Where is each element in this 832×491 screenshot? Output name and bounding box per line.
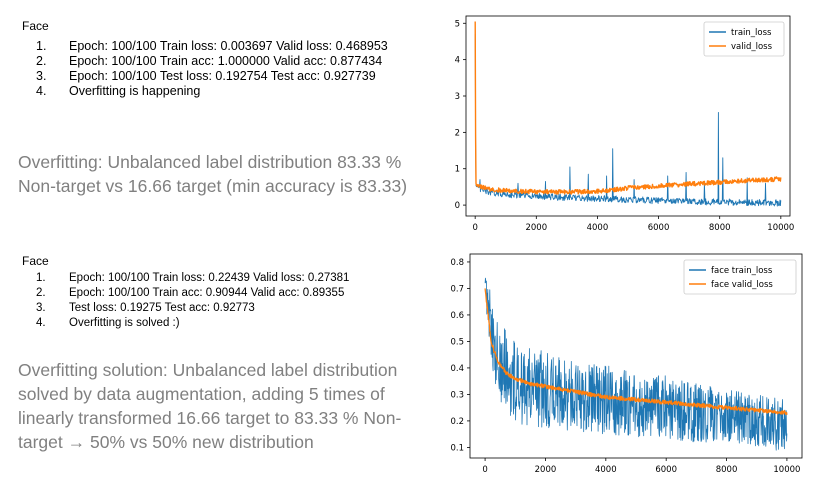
section1-heading: Face xyxy=(22,19,49,33)
section1-list: 1. Epoch: 100/100 Train loss: 0.003697 Va… xyxy=(22,39,422,99)
list-item-text: Epoch: 100/100 Train loss: 0.003697 Vali… xyxy=(69,39,388,53)
x-tick-label: 2000 xyxy=(535,465,557,475)
section1-note: Overfitting: Unbalanced label distributi… xyxy=(18,150,413,198)
legend-label: valid_loss xyxy=(731,42,773,52)
list-item-number: 4. xyxy=(36,84,46,99)
section2-heading: Face xyxy=(22,254,49,268)
legend-label: face train_loss xyxy=(711,266,773,276)
chart-bottom: 0 2000 4000 6000 8000 10000 0.1 0.2 0.3 0.4 0.5 0.6… xyxy=(440,250,810,486)
list-item-text: Test loss: 0.19275 Test acc: 0.92773 xyxy=(69,302,255,314)
list-item: 4. Overfitting is solved :) xyxy=(22,316,422,331)
x-tick-label: 6000 xyxy=(648,223,670,233)
x-tick-label: 8000 xyxy=(709,223,731,233)
list-item-text: Overfitting is solved :) xyxy=(69,317,180,329)
y-tick-label: 0.3 xyxy=(450,390,464,400)
y-tick-label: 0.7 xyxy=(450,284,464,294)
y-tick-label: 3 xyxy=(455,92,460,102)
legend-label: face valid_loss xyxy=(711,280,773,290)
y-tick-label: 0.5 xyxy=(450,337,464,347)
x-tick-label: 0 xyxy=(472,223,477,233)
list-item-number: 2. xyxy=(36,54,46,69)
x-tick-label: 4000 xyxy=(587,223,609,233)
x-tick-label: 6000 xyxy=(655,465,677,475)
list-item: 2. Epoch: 100/100 Train acc: 0.90944 Vali… xyxy=(22,286,422,301)
list-item-text: Overfitting is happening xyxy=(69,84,200,98)
list-item-number: 2. xyxy=(36,286,46,301)
section2-note: Overfitting solution: Unbalanced label d… xyxy=(18,358,423,454)
y-tick-label: 0.2 xyxy=(450,417,464,427)
chart-top: 0 2000 4000 6000 8000 10000 0 1 2 3 4 5 train_lossva… xyxy=(448,8,798,240)
x-tick-label: 10000 xyxy=(767,223,794,233)
list-item-number: 1. xyxy=(36,39,46,54)
y-tick-label: 5 xyxy=(455,19,460,29)
list-item: 1. Epoch: 100/100 Train loss: 0.003697 Va… xyxy=(22,39,422,54)
list-item-number: 4. xyxy=(36,316,46,331)
section2-list: 1. Epoch: 100/100 Train loss: 0.22439 Val… xyxy=(22,271,422,331)
x-tick-label: 8000 xyxy=(716,465,738,475)
x-tick-label: 10000 xyxy=(773,465,800,475)
y-tick-label: 1 xyxy=(455,165,460,175)
list-item-number: 3. xyxy=(36,301,46,316)
list-item: 1. Epoch: 100/100 Train loss: 0.22439 Val… xyxy=(22,271,422,286)
legend-label: train_loss xyxy=(731,28,772,38)
y-tick-label: 0.1 xyxy=(450,443,464,453)
y-tick-label: 0.4 xyxy=(450,364,464,374)
y-tick-label: 0.6 xyxy=(450,311,464,321)
y-tick-label: 0.8 xyxy=(450,258,464,268)
list-item-text: Epoch: 100/100 Test loss: 0.192754 Test … xyxy=(69,69,376,83)
list-item-number: 1. xyxy=(36,271,46,286)
y-tick-label: 4 xyxy=(455,56,460,66)
list-item: 2. Epoch: 100/100 Train acc: 1.000000 Val… xyxy=(22,54,422,69)
y-tick-label: 0 xyxy=(455,201,460,211)
list-item: 4. Overfitting is happening xyxy=(22,84,422,99)
list-item: 3. Test loss: 0.19275 Test acc: 0.92773 xyxy=(22,301,422,316)
list-item: 3. Epoch: 100/100 Test loss: 0.192754 Tes… xyxy=(22,69,422,84)
list-item-text: Epoch: 100/100 Train acc: 0.90944 Valid … xyxy=(69,287,344,299)
x-tick-label: 2000 xyxy=(525,223,547,233)
y-tick-label: 2 xyxy=(455,128,460,138)
list-item-text: Epoch: 100/100 Train loss: 0.22439 Valid… xyxy=(69,272,349,284)
list-item-text: Epoch: 100/100 Train acc: 1.000000 Valid… xyxy=(69,54,382,68)
x-tick-label: 4000 xyxy=(595,465,617,475)
x-tick-label: 0 xyxy=(482,465,487,475)
list-item-number: 3. xyxy=(36,69,46,84)
